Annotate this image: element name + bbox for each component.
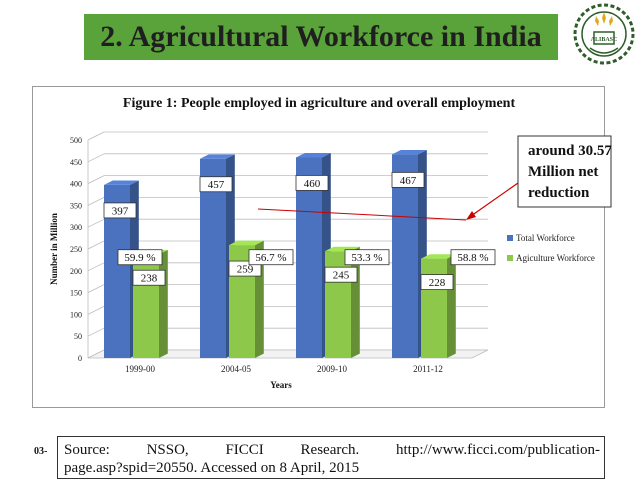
legend-label: Total Workforce bbox=[516, 233, 575, 243]
x-tick-label: 2011-12 bbox=[413, 364, 443, 374]
grid-line-side bbox=[87, 218, 105, 228]
data-label-agriculture: 259 bbox=[237, 264, 254, 276]
data-label-total: 467 bbox=[400, 175, 417, 187]
grid-line-side bbox=[87, 284, 105, 293]
source-line-1: Source: NSSO, FICCI Research. http://www… bbox=[64, 442, 600, 459]
grid-line-side bbox=[87, 240, 105, 250]
y-tick-label: 250 bbox=[70, 245, 82, 254]
y-tick-label: 350 bbox=[70, 201, 82, 210]
percent-label-box bbox=[344, 249, 390, 266]
bar-agriculture-workforce bbox=[133, 254, 159, 358]
data-label-total: 460 bbox=[304, 178, 321, 190]
legend-swatch bbox=[507, 255, 513, 261]
data-label-total-box bbox=[199, 176, 233, 193]
bar-total-workforce bbox=[296, 157, 322, 358]
data-label-agriculture: 228 bbox=[429, 277, 446, 289]
slide-number: 03- bbox=[34, 446, 48, 457]
grid-line-side bbox=[87, 327, 105, 337]
grid-line-side bbox=[87, 153, 105, 163]
data-label-total-box bbox=[295, 175, 329, 191]
data-label-agriculture: 245 bbox=[333, 270, 350, 282]
y-tick-label: 300 bbox=[70, 223, 82, 232]
y-tick-label: 400 bbox=[70, 180, 82, 189]
percent-label: 59.9 % bbox=[124, 252, 155, 264]
y-tick-label: 500 bbox=[70, 136, 82, 145]
bar-agriculture-workforce-side bbox=[447, 254, 456, 358]
percent-label: 53.3 % bbox=[351, 252, 382, 264]
source-citation: Source: NSSO, FICCI Research. http://www… bbox=[57, 436, 605, 479]
source-url[interactable]: http://www.ficci.com/publication- bbox=[396, 442, 600, 458]
grid-line-side bbox=[87, 175, 105, 184]
bar-total-workforce-top bbox=[296, 153, 331, 158]
x-axis-title: Years bbox=[270, 380, 292, 390]
bar-total-workforce bbox=[392, 154, 418, 358]
percent-label-box bbox=[450, 249, 496, 266]
percent-label-box bbox=[248, 249, 294, 266]
y-tick-label: 100 bbox=[70, 310, 82, 319]
chart-frame: Figure 1: People employed in agriculture… bbox=[32, 86, 605, 408]
grid-line-side bbox=[87, 262, 105, 272]
source-line-2: page.asp?spid=20550. Accessed on 8 April… bbox=[64, 460, 360, 476]
data-label-total: 397 bbox=[112, 205, 129, 217]
agriculture-workforce-chart: Figure 1: People employed in agriculture… bbox=[49, 96, 595, 390]
x-tick-label: 2004-05 bbox=[221, 364, 251, 374]
bar-agriculture-workforce-top bbox=[421, 254, 456, 259]
y-axis-title: Number in Million bbox=[49, 213, 59, 285]
data-label-total-box bbox=[391, 171, 425, 188]
bar-total-workforce-top bbox=[104, 180, 139, 185]
x-tick-label: 1999-00 bbox=[125, 364, 155, 374]
data-label-agriculture-box bbox=[132, 269, 166, 286]
bar-agriculture-workforce-top bbox=[229, 240, 264, 246]
bar-total-workforce-top bbox=[200, 154, 235, 159]
data-label-total: 457 bbox=[208, 179, 225, 191]
source-word: NSSO, bbox=[146, 442, 189, 458]
y-tick-label: 150 bbox=[70, 289, 82, 298]
y-tick-label: 200 bbox=[70, 267, 82, 276]
bar-total-workforce-top bbox=[392, 149, 427, 155]
percent-label: 56.7 % bbox=[255, 252, 286, 264]
data-label-total-box bbox=[103, 202, 137, 219]
x-tick-label: 2009-10 bbox=[317, 364, 347, 374]
logo-lettering: ALIBASC bbox=[591, 37, 618, 43]
institute-logo: ALIBASC bbox=[573, 3, 635, 65]
bar-agriculture-workforce bbox=[421, 258, 447, 358]
legend-label: Agiculture Workforce bbox=[516, 253, 595, 263]
source-word: FICCI bbox=[225, 442, 264, 458]
percent-label-box bbox=[117, 249, 163, 266]
data-label-agriculture-box bbox=[420, 274, 454, 290]
source-word: Source: bbox=[64, 442, 110, 458]
y-tick-label: 0 bbox=[78, 354, 82, 363]
title-banner: 2. Agricultural Workforce in India bbox=[84, 14, 558, 60]
y-tick-label: 450 bbox=[70, 158, 82, 167]
y-tick-label: 50 bbox=[74, 332, 82, 341]
bar-agriculture-workforce-side bbox=[159, 249, 168, 358]
data-label-agriculture-box bbox=[324, 266, 358, 283]
slide-title: 2. Agricultural Workforce in India bbox=[100, 20, 542, 53]
legend-swatch bbox=[507, 235, 513, 241]
grid-line-side bbox=[87, 197, 105, 206]
grid-line-side bbox=[87, 306, 105, 315]
data-label-agriculture: 238 bbox=[141, 273, 158, 285]
grid-line-side bbox=[87, 131, 105, 141]
percent-label: 58.8 % bbox=[457, 252, 488, 264]
chart-title: Figure 1: People employed in agriculture… bbox=[123, 96, 516, 111]
source-word: Research. bbox=[300, 442, 360, 458]
